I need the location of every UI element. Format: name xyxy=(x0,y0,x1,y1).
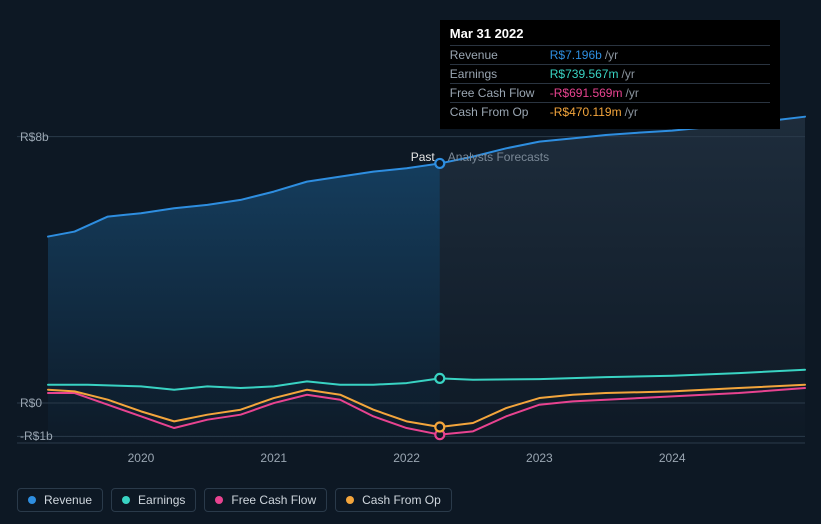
tooltip-title: Mar 31 2022 xyxy=(450,26,770,45)
tooltip-value: -R$691.569m xyxy=(550,86,623,100)
y-tick-label: R$0 xyxy=(20,396,42,410)
legend-label: Revenue xyxy=(44,493,92,507)
tooltip-unit: /yr xyxy=(625,86,638,100)
marker-revenue xyxy=(435,159,444,168)
legend-label: Free Cash Flow xyxy=(231,493,316,507)
y-tick-label: R$8b xyxy=(20,130,49,144)
legend-item-revenue[interactable]: Revenue xyxy=(17,488,103,512)
past-label: Past xyxy=(380,150,435,164)
legend-dot xyxy=(215,496,223,504)
tooltip-unit: /yr xyxy=(621,67,634,81)
legend-item-earnings[interactable]: Earnings xyxy=(111,488,196,512)
revenue-area-forecast xyxy=(440,117,805,443)
legend-item-free-cash-flow[interactable]: Free Cash Flow xyxy=(204,488,327,512)
revenue-area-past xyxy=(48,163,440,443)
x-tick-label: 2021 xyxy=(260,451,287,465)
tooltip-label: Free Cash Flow xyxy=(450,86,550,100)
tooltip-label: Earnings xyxy=(450,67,550,81)
x-tick-label: 2022 xyxy=(393,451,420,465)
legend-label: Cash From Op xyxy=(362,493,441,507)
tooltip-label: Cash From Op xyxy=(450,105,550,119)
tooltip-value: R$739.567m xyxy=(550,67,619,81)
y-tick-label: -R$1b xyxy=(20,429,53,443)
x-tick-label: 2024 xyxy=(659,451,686,465)
tooltip-value: R$7.196b xyxy=(550,48,602,62)
legend-dot xyxy=(346,496,354,504)
chart-container: Mar 31 2022 RevenueR$7.196b/yrEarningsR$… xyxy=(0,0,821,524)
tooltip-value: -R$470.119m xyxy=(550,105,622,119)
tooltip-row: RevenueR$7.196b/yr xyxy=(450,45,770,64)
legend-label: Earnings xyxy=(138,493,185,507)
x-tick-label: 2020 xyxy=(128,451,155,465)
tooltip-row: Free Cash Flow-R$691.569m/yr xyxy=(450,83,770,102)
x-tick-label: 2023 xyxy=(526,451,553,465)
tooltip-unit: /yr xyxy=(625,105,638,119)
chart-tooltip: Mar 31 2022 RevenueR$7.196b/yrEarningsR$… xyxy=(440,20,780,129)
marker-cash_from_op xyxy=(435,423,444,432)
legend-dot xyxy=(28,496,36,504)
marker-earnings xyxy=(435,374,444,383)
tooltip-row: Cash From Op-R$470.119m/yr xyxy=(450,102,770,121)
forecast-label: Analysts Forecasts xyxy=(448,150,549,164)
tooltip-unit: /yr xyxy=(605,48,618,62)
legend: Revenue Earnings Free Cash Flow Cash From O… xyxy=(17,488,452,512)
legend-item-cash-from-op[interactable]: Cash From Op xyxy=(335,488,452,512)
tooltip-row: EarningsR$739.567m/yr xyxy=(450,64,770,83)
tooltip-label: Revenue xyxy=(450,48,550,62)
legend-dot xyxy=(122,496,130,504)
